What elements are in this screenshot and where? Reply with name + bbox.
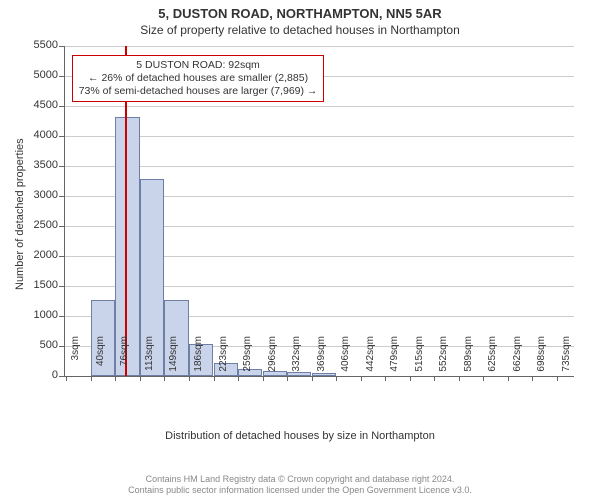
x-tick-label: 735sqm — [561, 336, 572, 386]
x-tick-label: 76sqm — [119, 336, 130, 386]
y-tick-label: 500 — [22, 339, 58, 351]
annotation-line: 5 DUSTON ROAD: 92sqm — [79, 59, 318, 72]
y-tick-label: 1000 — [22, 309, 58, 321]
x-tick-label: 515sqm — [414, 336, 425, 386]
x-tick-label: 149sqm — [168, 336, 179, 386]
x-tick — [140, 376, 141, 381]
annotation-box: 5 DUSTON ROAD: 92sqm← 26% of detached ho… — [72, 55, 325, 102]
x-tick — [508, 376, 509, 381]
x-tick — [483, 376, 484, 381]
x-tick — [385, 376, 386, 381]
x-tick-label: 40sqm — [95, 336, 106, 386]
x-tick — [434, 376, 435, 381]
x-tick — [66, 376, 67, 381]
x-tick — [532, 376, 533, 381]
x-tick — [361, 376, 362, 381]
chart-page: 5, DUSTON ROAD, NORTHAMPTON, NN5 5AR Siz… — [0, 0, 600, 500]
y-tick-label: 5500 — [22, 39, 58, 51]
y-tick-label: 1500 — [22, 279, 58, 291]
x-tick-label: 662sqm — [512, 336, 523, 386]
x-tick — [557, 376, 558, 381]
annotation-line: ← 26% of detached houses are smaller (2,… — [79, 72, 318, 85]
x-tick-label: 369sqm — [316, 336, 327, 386]
y-tick-label: 3000 — [22, 189, 58, 201]
x-tick-label: 589sqm — [463, 336, 474, 386]
x-tick-label: 332sqm — [291, 336, 302, 386]
x-tick — [336, 376, 337, 381]
x-tick — [459, 376, 460, 381]
x-tick-label: 223sqm — [218, 336, 229, 386]
chart-title-2: Size of property relative to detached ho… — [0, 21, 600, 37]
y-tick-label: 2500 — [22, 219, 58, 231]
x-tick-label: 113sqm — [144, 336, 155, 386]
y-tick-label: 4500 — [22, 99, 58, 111]
annotation-line: 73% of semi-detached houses are larger (… — [79, 85, 318, 98]
x-tick-label: 259sqm — [242, 336, 253, 386]
y-tick-label: 3500 — [22, 159, 58, 171]
x-tick-label: 3sqm — [70, 336, 81, 386]
y-tick-label: 5000 — [22, 69, 58, 81]
x-tick-label: 442sqm — [365, 336, 376, 386]
gridline — [64, 106, 574, 107]
chart-title-1: 5, DUSTON ROAD, NORTHAMPTON, NN5 5AR — [0, 0, 600, 21]
x-tick — [312, 376, 313, 381]
y-tick-label: 4000 — [22, 129, 58, 141]
x-tick — [214, 376, 215, 381]
y-tick-label: 2000 — [22, 249, 58, 261]
x-tick-label: 698sqm — [536, 336, 547, 386]
gridline — [64, 166, 574, 167]
x-tick-label: 552sqm — [438, 336, 449, 386]
x-tick-label: 625sqm — [487, 336, 498, 386]
x-tick — [287, 376, 288, 381]
gridline — [64, 136, 574, 137]
plot-area: 0500100015002000250030003500400045005000… — [64, 46, 574, 376]
x-tick — [91, 376, 92, 381]
x-tick-label: 186sqm — [193, 336, 204, 386]
gridline — [64, 46, 574, 47]
footer-attribution: Contains HM Land Registry data © Crown c… — [0, 474, 600, 497]
x-tick — [410, 376, 411, 381]
x-tick — [115, 376, 116, 381]
x-tick-label: 479sqm — [389, 336, 400, 386]
x-tick — [238, 376, 239, 381]
x-tick — [164, 376, 165, 381]
y-tick-label: 0 — [22, 369, 58, 381]
x-tick — [189, 376, 190, 381]
x-tick-label: 296sqm — [267, 336, 278, 386]
footer-line-2: Contains public sector information licen… — [0, 485, 600, 496]
y-axis — [64, 46, 65, 376]
x-tick-label: 406sqm — [340, 336, 351, 386]
x-tick — [263, 376, 264, 381]
x-axis-label: Distribution of detached houses by size … — [0, 430, 600, 442]
footer-line-1: Contains HM Land Registry data © Crown c… — [0, 474, 600, 485]
